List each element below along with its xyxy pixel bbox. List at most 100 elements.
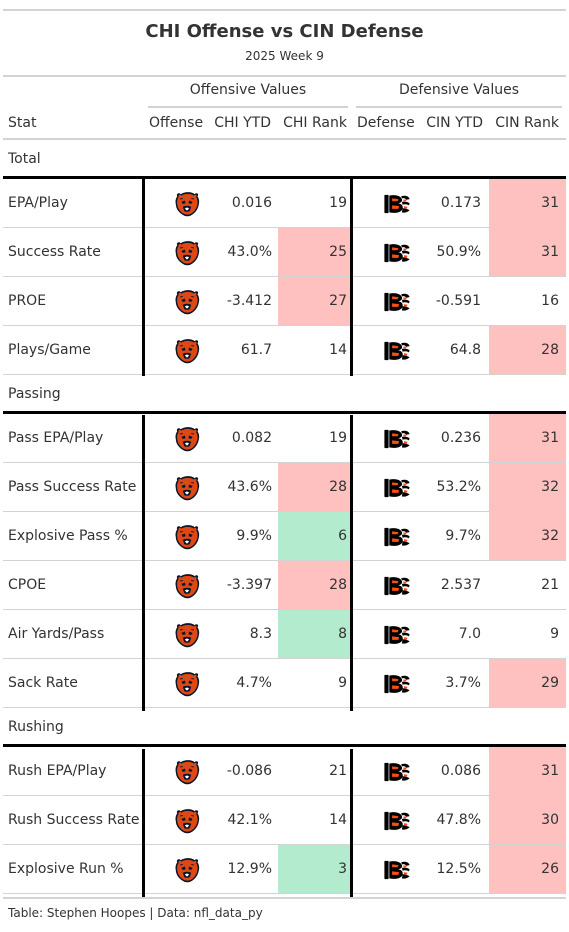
row-divider bbox=[3, 707, 566, 708]
bengals-logo-icon bbox=[383, 575, 411, 597]
table-row: Pass Success Rate 43.6% 28 53.2% 32 bbox=[3, 463, 566, 512]
header-divider bbox=[3, 138, 566, 140]
stat-name: PROE bbox=[8, 293, 47, 309]
stat-name: Pass EPA/Play bbox=[8, 430, 104, 446]
chi-rank-value: 14 bbox=[329, 812, 347, 828]
table-row: CPOE -3.397 28 2.537 21 bbox=[3, 561, 566, 610]
table-row: Success Rate 43.0% 25 50.9% 31 bbox=[3, 228, 566, 277]
chi-rank-value: 21 bbox=[329, 763, 347, 779]
cin-ytd-value: 53.2% bbox=[436, 479, 481, 495]
cin-rank-value: 9 bbox=[550, 626, 559, 642]
cin-ytd-value: -0.591 bbox=[435, 293, 481, 309]
row-group-label: Passing bbox=[8, 386, 61, 402]
chi-ytd-value: 4.7% bbox=[236, 675, 272, 691]
group-divider bbox=[3, 411, 566, 414]
stat-name: Pass Success Rate bbox=[8, 479, 137, 495]
chi-ytd-value: 9.9% bbox=[236, 528, 272, 544]
column-header-offense: Offense bbox=[149, 115, 204, 131]
divider-vertical bbox=[142, 749, 145, 898]
table-row: Rush EPA/Play -0.086 21 0.086 31 bbox=[3, 747, 566, 796]
chi-rank-value: 3 bbox=[278, 845, 350, 894]
table-row: Air Yards/Pass 8.3 8 7.0 9 bbox=[3, 610, 566, 659]
spanner-offensive-values: Offensive Values bbox=[148, 82, 348, 108]
table-row: PROE -3.412 27 -0.591 16 bbox=[3, 277, 566, 326]
stat-name: Explosive Run % bbox=[8, 861, 124, 877]
chi-rank-value: 8 bbox=[278, 610, 350, 659]
cin-ytd-value: 47.8% bbox=[436, 812, 481, 828]
bears-logo-icon bbox=[173, 572, 201, 600]
stat-name: EPA/Play bbox=[8, 195, 68, 211]
row-group-label: Total bbox=[8, 151, 41, 167]
row-divider bbox=[3, 227, 566, 228]
chi-ytd-value: 42.1% bbox=[227, 812, 272, 828]
chi-rank-value: 9 bbox=[338, 675, 347, 691]
table-subtitle: 2025 Week 9 bbox=[245, 49, 324, 63]
bears-logo-icon bbox=[173, 239, 201, 267]
stat-name: Explosive Pass % bbox=[8, 528, 128, 544]
bengals-logo-icon bbox=[383, 673, 411, 695]
table-row: Explosive Run % 12.9% 3 12.5% 26 bbox=[3, 845, 566, 894]
row-divider bbox=[3, 276, 566, 277]
chi-rank-value: 14 bbox=[329, 342, 347, 358]
row-group-label: Rushing bbox=[8, 719, 64, 735]
table-row: Explosive Pass % 9.9% 6 9.7% 32 bbox=[3, 512, 566, 561]
chi-rank-value: 28 bbox=[278, 561, 350, 610]
stat-name: Rush Success Rate bbox=[8, 812, 140, 828]
cin-rank-value: 21 bbox=[541, 577, 559, 593]
bengals-logo-icon bbox=[383, 428, 411, 450]
row-divider bbox=[3, 658, 566, 659]
divider-vertical bbox=[142, 415, 145, 711]
table-row: Pass EPA/Play 0.082 19 0.236 31 bbox=[3, 414, 566, 463]
cin-ytd-value: 7.0 bbox=[458, 626, 481, 642]
chi-ytd-value: -3.397 bbox=[226, 577, 272, 593]
row-divider bbox=[3, 795, 566, 796]
chi-ytd-value: 43.6% bbox=[227, 479, 272, 495]
cin-rank-value: 30 bbox=[489, 796, 566, 845]
group-divider bbox=[3, 744, 566, 747]
table-header: CHI Offense vs CIN Defense 2025 Week 9 bbox=[3, 9, 566, 77]
column-header-chi-rank: CHI Rank bbox=[283, 115, 347, 131]
stat-name: CPOE bbox=[8, 577, 47, 593]
chi-rank-value: 28 bbox=[278, 463, 350, 512]
bears-logo-icon bbox=[173, 758, 201, 786]
bears-logo-icon bbox=[173, 337, 201, 365]
cin-rank-value: 31 bbox=[489, 228, 566, 277]
row-divider bbox=[3, 560, 566, 561]
column-header-cin-ytd: CIN YTD bbox=[426, 115, 483, 131]
bengals-logo-icon bbox=[383, 477, 411, 499]
bears-logo-icon bbox=[173, 856, 201, 884]
cin-rank-value: 16 bbox=[541, 293, 559, 309]
bears-logo-icon bbox=[173, 523, 201, 551]
table-row: Sack Rate 4.7% 9 3.7% 29 bbox=[3, 659, 566, 708]
row-divider bbox=[3, 325, 566, 326]
bengals-logo-icon bbox=[383, 859, 411, 881]
column-header-chi-ytd: CHI YTD bbox=[214, 115, 271, 131]
row-divider bbox=[3, 374, 566, 375]
bears-logo-icon bbox=[173, 425, 201, 453]
bears-logo-icon bbox=[173, 190, 201, 218]
divider-vertical bbox=[142, 178, 145, 376]
cin-rank-value: 31 bbox=[489, 414, 566, 463]
stat-name: Sack Rate bbox=[8, 675, 78, 691]
divider-vertical bbox=[350, 749, 353, 898]
cin-rank-value: 26 bbox=[489, 845, 566, 894]
bears-logo-icon bbox=[173, 670, 201, 698]
bengals-logo-icon bbox=[383, 193, 411, 215]
column-header-stat: Stat bbox=[8, 115, 37, 131]
table-title: CHI Offense vs CIN Defense bbox=[145, 21, 424, 42]
divider-vertical bbox=[350, 178, 353, 376]
bengals-logo-icon bbox=[383, 810, 411, 832]
column-header-defense: Defense bbox=[357, 115, 415, 131]
stat-name: Plays/Game bbox=[8, 342, 91, 358]
divider-vertical bbox=[350, 415, 353, 711]
row-divider bbox=[3, 844, 566, 845]
bengals-logo-icon bbox=[383, 526, 411, 548]
table-row: Plays/Game 61.7 14 64.8 28 bbox=[3, 326, 566, 375]
cin-ytd-value: 0.173 bbox=[440, 195, 481, 211]
chi-ytd-value: 0.082 bbox=[231, 430, 272, 446]
chi-ytd-value: -3.412 bbox=[226, 293, 272, 309]
chi-rank-value: 6 bbox=[278, 512, 350, 561]
stat-name: Success Rate bbox=[8, 244, 101, 260]
chi-rank-value: 27 bbox=[278, 277, 350, 326]
